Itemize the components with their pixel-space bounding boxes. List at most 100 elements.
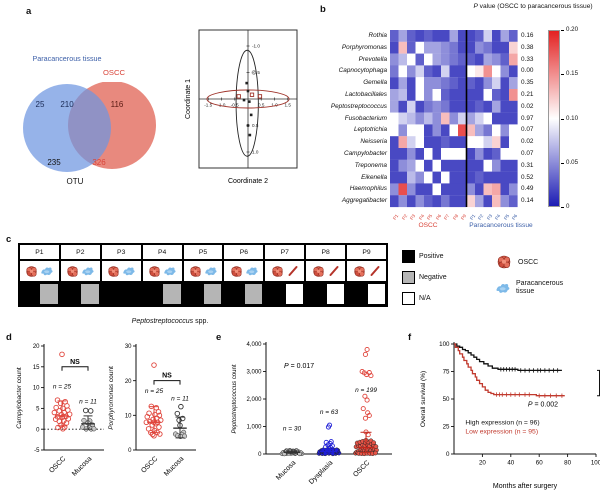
heatmap-col-label: P6 [511,213,519,221]
patient-header: P6 [223,244,265,260]
heatmap-cell [441,124,450,137]
data-point [325,424,331,430]
data-point [51,409,58,416]
peptostreptococcus-plot: 0 1,000 2,000 3,000 4,000 n = 30 Mucosa n = 63 D… [228,336,398,496]
result-cell-neg [203,283,223,305]
heatmap-row-label: Campylobacter [344,150,387,157]
ytick-label: 100 [439,341,450,348]
heatmap-cell [432,124,442,137]
heatmap-cell [432,159,442,172]
heatmap-cell [441,77,450,90]
patient-header: P1 [19,244,60,260]
heatmap-cell [398,195,408,208]
km-legend-high: High expression (n = 96) [465,419,539,426]
heatmap-cell [398,77,408,90]
heatmap-cell [390,30,399,42]
colorbar-tick [561,207,564,208]
heatmap-cell [483,30,493,42]
pcoa-xtick: -1.5 [204,103,212,108]
tspan-el: count [16,367,23,385]
xtick-label: 60 [536,460,543,467]
patient-results [223,282,265,306]
detection-legend: Positive Negative N/A [402,246,447,309]
heatmap-cell [483,148,493,160]
paracancerous-icon-label: Paracancerous tissue [516,280,564,295]
heatmap-cell [424,65,433,78]
campylobacter-plot: -5 0 5 10 15 20 n = 25 OSCC n = 11 Mucosa NS Campyl… [14,338,110,496]
heatmap-cell [407,136,416,149]
result-cell-neg [39,283,59,305]
heatmap-cell [432,65,442,78]
heatmap-cell [441,89,450,101]
heatmap-cell [390,148,399,160]
tumor-icon [67,265,79,277]
tumor-icon [26,265,38,277]
heatmap-cell [492,53,501,66]
detection-caption: Peptostreptococcus spp. [70,318,270,325]
data-point [151,433,157,439]
heatmap-row-pvalue: 0.52 [521,173,534,181]
x-axis-label: Months after surgery [493,483,558,490]
heatmap-cell [407,65,416,78]
colorbar-tick-label: 0.05 [566,158,579,166]
heatmap-cell [483,112,493,125]
heatmap-cell [458,100,467,113]
heatmap-colorbar [548,30,560,207]
positive-label: Positive [419,253,444,260]
heatmap-cell [500,77,510,90]
panel-f-letter: f [408,332,412,343]
splash-icon [205,267,217,276]
colorbar-tick-label: 0.15 [566,70,579,78]
use-el [82,267,94,276]
result-cell-na [366,283,387,305]
data-point [371,440,377,446]
heatmap-cell [407,89,416,101]
heatmap-col-label: P4 [494,213,502,221]
heatmap-cell [475,112,484,125]
ytick-label: 0 [446,451,450,458]
colorbar-tick-label: 0 [566,203,570,210]
data-point [157,431,163,437]
panel-e-letter: e [216,332,222,343]
patient-icons [182,260,224,282]
heatmap-cell [415,136,425,149]
heatmap-cell [449,136,459,149]
data-point [360,406,366,412]
p-value: P = 0.017 [284,363,314,370]
negative-label: Negative [419,274,447,281]
use-el [205,267,217,276]
heatmap-cell [509,41,518,54]
heatmap-cell [500,159,510,172]
pcoa-ytick: 1.0 [252,150,259,155]
pcoa-xtick: 0.5 [258,103,265,108]
heatmap-cell [441,112,450,125]
heatmap-cell [466,89,476,101]
splash-icon [246,267,258,276]
heatmap-cell [441,148,450,160]
y-axis-label: Peptostreptococcus count [232,364,238,433]
use-el [496,284,510,293]
heatmap-col-label: P4 [417,213,425,221]
heatmap-cell [432,136,442,149]
heatmap-cell [398,148,408,160]
path-el [61,366,89,371]
heatmap-cell [492,100,501,113]
heatmap-cell [458,77,467,90]
heatmap-cell [509,183,518,196]
heatmap-row-pvalue: 0.21 [521,91,534,98]
heatmap-cell [458,41,467,54]
heatmap-cell [492,41,501,54]
heatmap-cell [483,183,493,196]
km-legend-low: Low expression (n = 95) [465,429,538,436]
pcoa-xtick: 1.0 [271,103,278,108]
heatmap-row-pvalue: 0.49 [521,185,534,193]
legend-row-oscc: OSCC [494,250,580,274]
heatmap-cell [509,77,518,90]
use-el [67,265,79,277]
result-cell-neg [243,283,264,305]
data-point [59,351,65,358]
heatmap-cell [509,136,518,149]
panel-a-letter: a [26,6,32,17]
pcoa-xtick: -0.5 [231,103,239,108]
result-cell-na [284,283,305,305]
